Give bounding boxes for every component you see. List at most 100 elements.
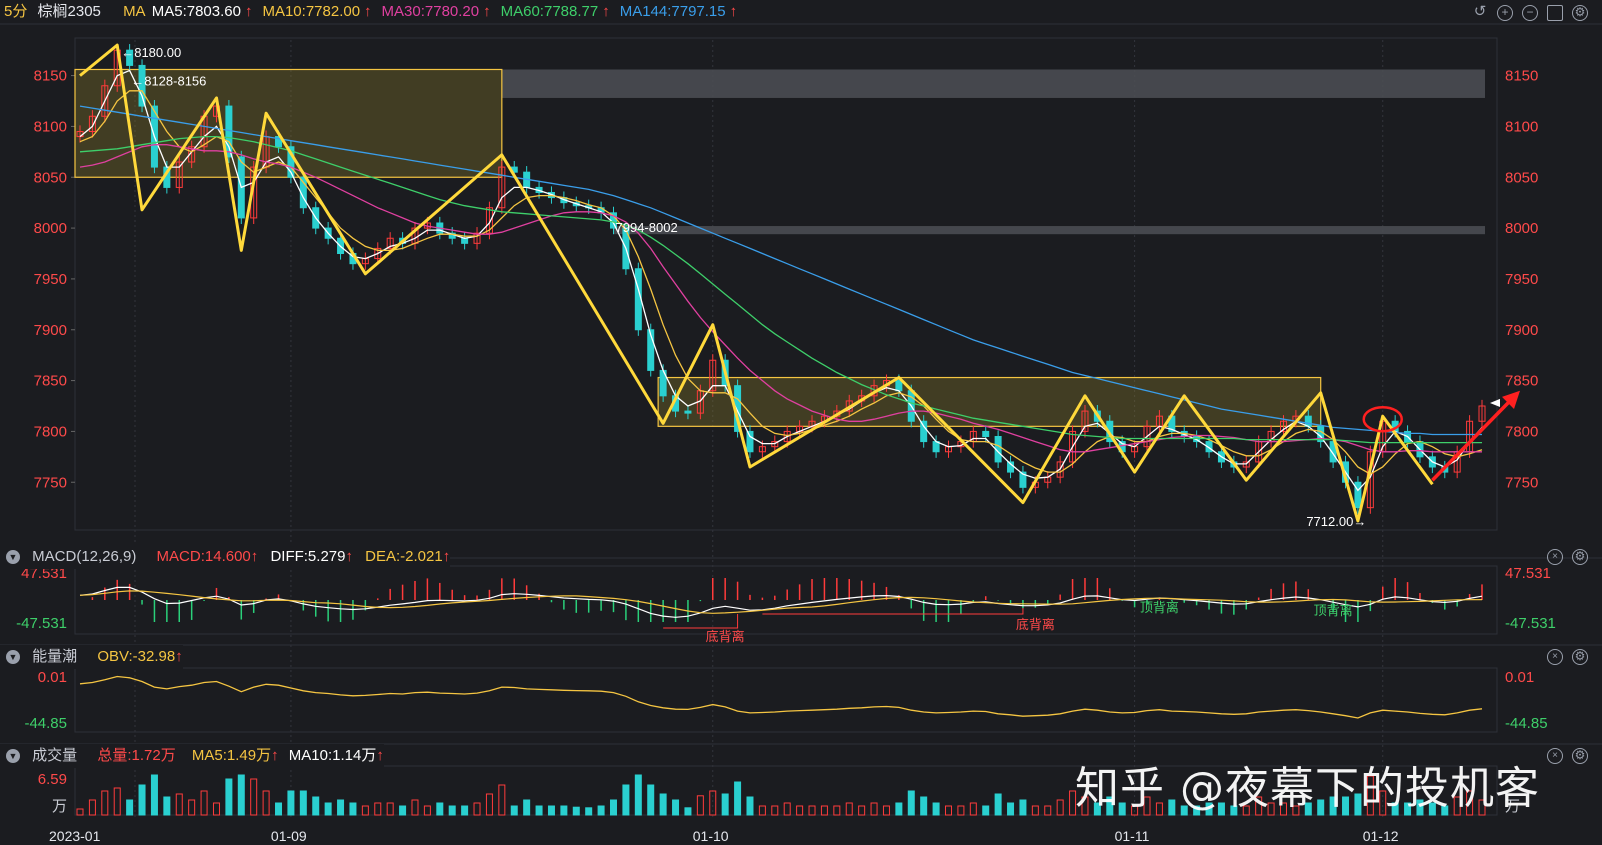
volume-bar (547, 805, 555, 816)
volume-bar (597, 805, 605, 816)
y-tick-label-left: 7850 (34, 373, 67, 390)
volume-ma10: MA10:1.14万 (288, 747, 377, 764)
close-icon[interactable]: × (1547, 549, 1563, 565)
volume-bar (386, 802, 394, 816)
up-arrow-icon: ↑ (483, 3, 491, 20)
volume-bar (808, 805, 816, 816)
close-icon[interactable]: × (1547, 649, 1563, 665)
up-arrow-icon: ↑ (345, 548, 353, 565)
period-label[interactable]: 5分 (4, 3, 28, 20)
macd-title: MACD(12,26,9) (32, 548, 137, 565)
volume-bar (1466, 790, 1474, 816)
volume-bar (1342, 796, 1350, 816)
volume-bar (585, 807, 593, 816)
macd-pane-frame (74, 565, 1498, 635)
obv-title: 能量潮 (32, 648, 78, 665)
volume-bar (126, 799, 134, 816)
y-tick-label-right: 7850 (1505, 373, 1538, 390)
volume-bar (448, 805, 456, 816)
settings-icon[interactable]: ⚙ (1572, 649, 1588, 665)
divergence-line (663, 614, 739, 629)
x-tick-label: 01-11 (1115, 828, 1150, 844)
symbol-label: 棕榈2305 (37, 3, 101, 20)
zoom-in-icon[interactable]: + (1497, 5, 1513, 21)
macd-axis-bottom-left: -47.531 (16, 615, 67, 632)
collapse-icon[interactable]: ▼ (6, 550, 20, 565)
macd-dea-line (79, 590, 1483, 614)
candle-body (175, 161, 183, 188)
volume-bar (1242, 805, 1250, 816)
volume-bar (920, 796, 928, 816)
volume-bar (1366, 775, 1374, 816)
volume-bar (944, 805, 952, 816)
divergence-label: 底背离 (706, 629, 745, 644)
volume-bar (932, 802, 940, 816)
macd-value: MACD:14.600 (156, 548, 251, 565)
settings-icon[interactable]: ⚙ (1572, 748, 1588, 764)
volume-bar (535, 805, 543, 816)
window-icon[interactable] (1547, 5, 1563, 21)
obv-value: OBV:-32.98 (97, 648, 176, 665)
up-arrow-icon: ↑ (442, 548, 451, 565)
volume-bar (870, 802, 878, 816)
ma-legend-item: MA144:7797.15 (619, 3, 726, 20)
current-price-marker (1490, 398, 1500, 408)
volume-bar (200, 790, 208, 816)
zigzag-line (79, 43, 1434, 523)
obv-axis-top-right: 0.01 (1505, 669, 1534, 686)
settings-icon[interactable]: ⚙ (1572, 5, 1588, 21)
ma-line-ma144 (79, 105, 1482, 436)
ma-legend: MA5:7803.60 ↑ MA10:7782.00 ↑ MA30:7780.20 ↑ MA… (152, 3, 747, 20)
x-tick-label: 2023-01 (49, 828, 101, 844)
collapse-icon[interactable]: ▼ (6, 749, 20, 764)
up-arrow-icon: ↑ (729, 3, 738, 20)
volume-total: 总量:1.72万 (97, 747, 176, 764)
undo-icon[interactable]: ↺ (1473, 3, 1487, 20)
volume-bar (1255, 796, 1263, 816)
volume-bar (411, 799, 419, 816)
volume-bar (498, 784, 506, 816)
volume-bar (1267, 802, 1275, 816)
close-icon[interactable]: × (1547, 748, 1563, 764)
volume-bar (659, 793, 667, 816)
volume-bar (237, 774, 245, 816)
candle-body (101, 85, 109, 117)
volume-bar (1230, 805, 1238, 816)
x-tick-label: 01-10 (693, 828, 729, 844)
candle-body (758, 446, 766, 453)
volume-bar (634, 774, 642, 816)
candle-body (88, 115, 96, 132)
volume-unit-right: 万 (1505, 798, 1520, 815)
volume-bar (1193, 805, 1201, 816)
volume-bar (696, 795, 704, 816)
volume-bar (485, 793, 493, 816)
volume-bar (572, 806, 580, 816)
volume-bar (684, 807, 692, 816)
volume-bar (734, 781, 742, 816)
volume-ma5: MA5:1.49万 (191, 747, 272, 764)
collapse-icon[interactable]: ▼ (6, 650, 20, 665)
up-arrow-icon: ↑ (175, 648, 183, 665)
y-tick-label-left: 8050 (34, 169, 67, 186)
volume-bar (1478, 799, 1486, 816)
volume-bar (820, 805, 828, 816)
volume-title: 成交量 (32, 747, 78, 764)
volume-bar (76, 808, 84, 816)
zoom-out-icon[interactable]: − (1522, 5, 1538, 21)
volume-bar (1317, 799, 1325, 816)
divergence-line (762, 608, 1024, 615)
candle-body (188, 146, 196, 163)
volume-bar (101, 790, 109, 816)
volume-bar (1019, 799, 1027, 816)
ma-label: MA (123, 3, 146, 20)
y-tick-label-right: 8100 (1505, 118, 1538, 135)
up-arrow-icon: ↑ (364, 3, 372, 20)
y-tick-label-left: 8150 (34, 68, 67, 85)
volume-bar (1180, 805, 1188, 816)
volume-bar (461, 805, 469, 816)
candle-body (1354, 481, 1362, 509)
volume-bar (1143, 796, 1151, 816)
candle-body (386, 237, 394, 249)
volume-bar (1441, 805, 1449, 816)
settings-icon[interactable]: ⚙ (1572, 549, 1588, 565)
